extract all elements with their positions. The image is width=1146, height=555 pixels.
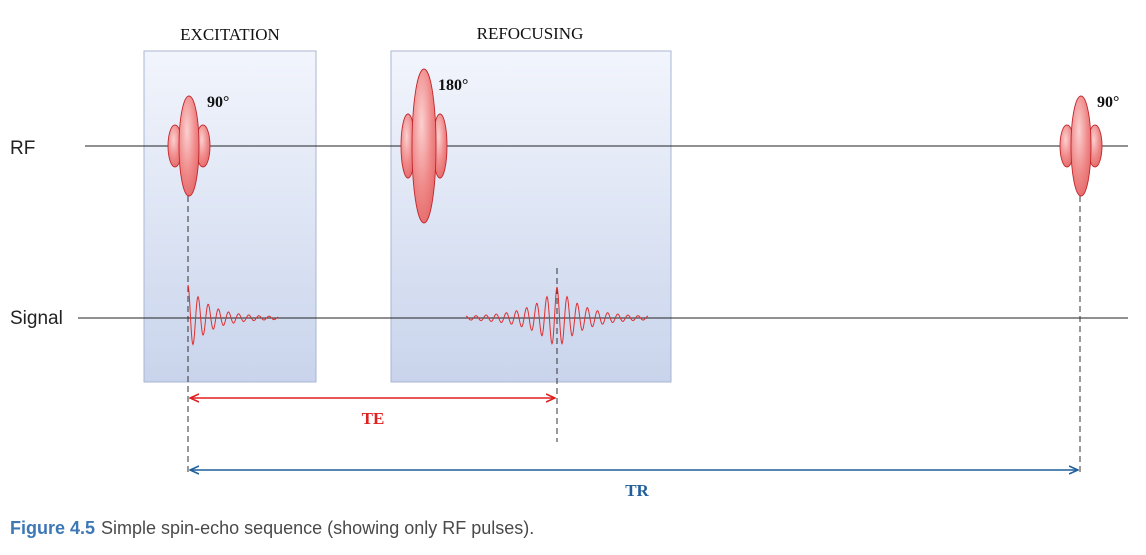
rf-row-label: RF: [10, 138, 35, 159]
figure-caption-text: Simple spin-echo sequence (showing only …: [101, 518, 535, 538]
fid-signal: [187, 284, 279, 346]
rf-pulse-180: [400, 68, 448, 224]
excitation-panel: [143, 50, 317, 383]
refocusing-label: REFOCUSING: [477, 24, 584, 43]
flip-angle-label-third: 90°: [1097, 94, 1119, 111]
spin-echo-signal: [465, 286, 649, 346]
rf-pulse-90-first: [167, 95, 211, 197]
figure-caption: Figure 4.5 Simple spin-echo sequence (sho…: [10, 518, 534, 539]
te-label: TE: [362, 409, 385, 428]
excitation-label: EXCITATION: [180, 25, 280, 44]
flip-angle-label-second: 180°: [438, 77, 468, 94]
flip-angle-label-first: 90°: [207, 94, 229, 111]
figure-number: Figure 4.5: [10, 518, 96, 538]
tr-label: TR: [625, 481, 649, 500]
signal-row-label: Signal: [10, 308, 63, 329]
rf-pulse-90-second: [1059, 95, 1103, 197]
